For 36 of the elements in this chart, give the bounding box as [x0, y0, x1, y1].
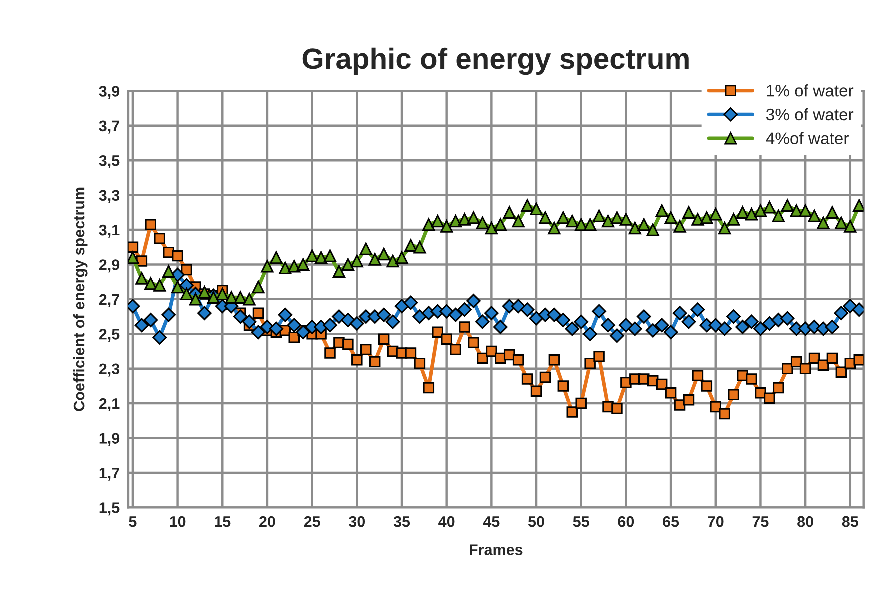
- x-tick-label: 85: [842, 516, 858, 528]
- x-tick-label: 55: [573, 516, 590, 528]
- x-tick-label: 40: [438, 516, 455, 528]
- x-tick-label: 15: [215, 516, 231, 528]
- x-tick-label: 35: [394, 516, 410, 528]
- x-tick-label: 20: [260, 516, 276, 528]
- x-tick-label: 80: [798, 516, 814, 528]
- x-tick-label: 50: [528, 516, 544, 528]
- y-tick-label: 2,7: [99, 294, 120, 308]
- x-tick-label: 10: [170, 516, 186, 528]
- y-tick-label: 1,7: [100, 468, 120, 481]
- x-tick-label: 60: [618, 516, 634, 528]
- y-tick-label: 3,9: [99, 86, 120, 100]
- x-tick-label: 65: [663, 516, 680, 528]
- x-tick-label: 70: [708, 516, 724, 528]
- legend-label: 3% of water: [766, 108, 854, 121]
- y-tick-label: 2,5: [99, 329, 120, 342]
- x-tick-label: 5: [129, 516, 137, 528]
- y-tick-label: 3,1: [99, 224, 120, 238]
- legend-label: 1% of water: [767, 84, 854, 97]
- x-tick-label: 25: [304, 516, 320, 528]
- legend-label: 4%of water: [766, 132, 849, 145]
- y-tick-label: 2,1: [99, 398, 120, 412]
- y-tick-label: 3,3: [99, 190, 120, 204]
- x-tick-label: 30: [349, 516, 366, 528]
- y-tick-label: 3,7: [99, 120, 120, 134]
- y-tick-label: 1,9: [100, 433, 120, 446]
- x-axis-title: Frames: [470, 544, 523, 556]
- y-tick-label: 2,3: [99, 364, 120, 377]
- chart-title: Graphic of energy spectrum: [302, 48, 689, 76]
- y-tick-label: 2,9: [99, 260, 120, 273]
- x-tick-label: 75: [752, 516, 769, 528]
- y-axis-title: Coefficient of energy spectrum: [73, 188, 88, 412]
- y-tick-label: 1,5: [100, 502, 120, 516]
- x-tick-label: 45: [483, 516, 500, 528]
- y-tick-label: 3,5: [99, 155, 120, 169]
